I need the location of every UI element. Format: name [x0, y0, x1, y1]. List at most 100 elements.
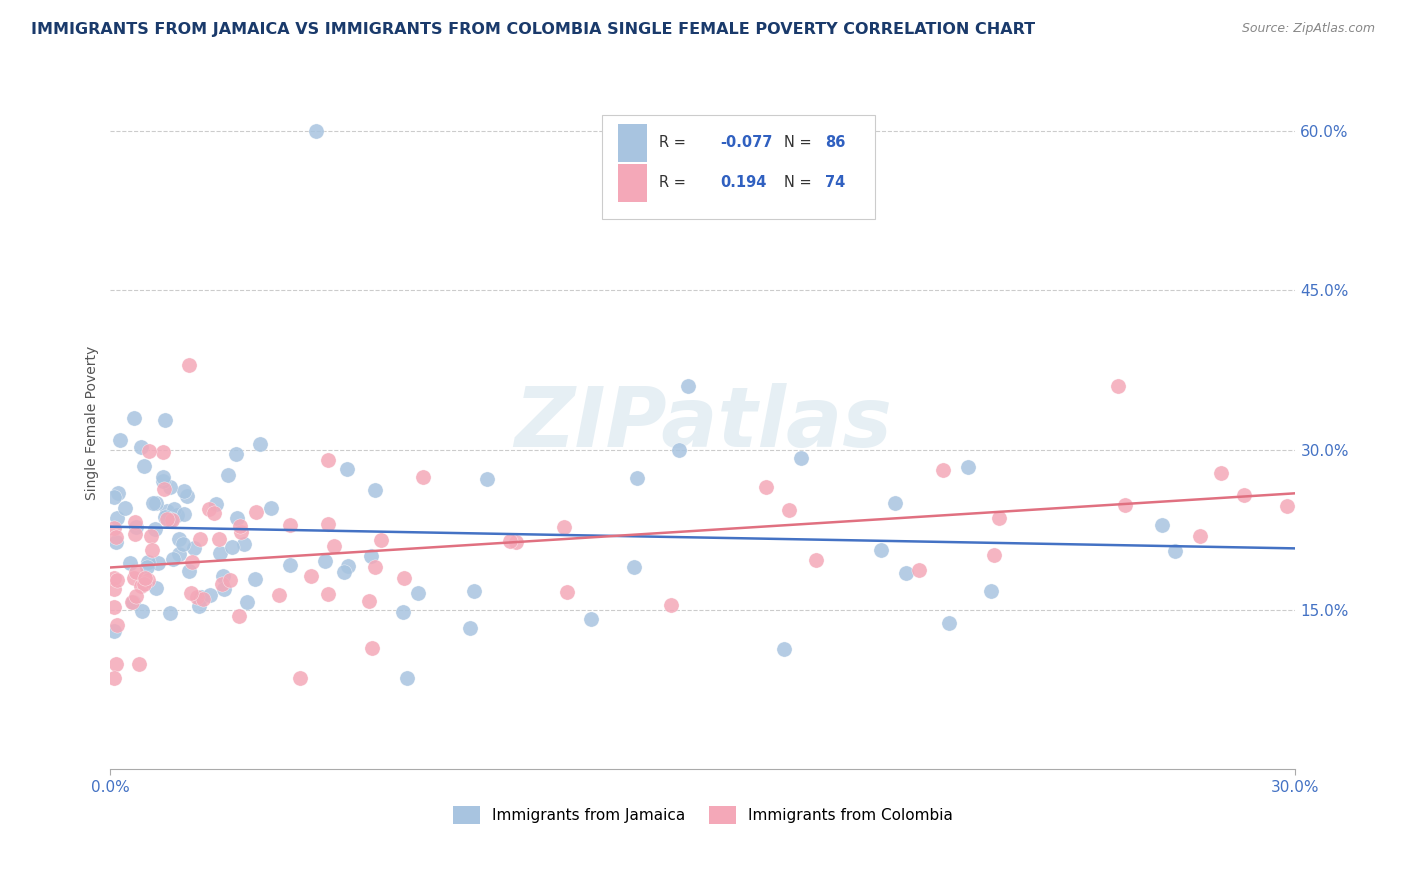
Point [176, 489, 198, 503]
Point [932, 463, 955, 477]
Point [318, 453, 340, 467]
Text: R =: R = [659, 136, 686, 151]
Point [938, 616, 960, 631]
Point [359, 593, 381, 607]
Point [198, 501, 221, 516]
Point [156, 503, 179, 517]
Point [159, 606, 181, 620]
Point [136, 574, 159, 588]
Point [155, 510, 177, 524]
Point [104, 657, 127, 671]
Point [105, 530, 128, 544]
Point [623, 560, 645, 574]
Point [217, 467, 239, 482]
Point [188, 532, 211, 546]
Point [167, 532, 190, 546]
Point [124, 527, 146, 541]
Point [299, 568, 322, 582]
Point [122, 572, 145, 586]
Point [395, 671, 418, 685]
Point [136, 555, 159, 569]
Point [870, 543, 893, 558]
Point [163, 502, 186, 516]
Point [198, 588, 221, 602]
Point [108, 434, 131, 448]
Point [278, 558, 301, 572]
Point [1114, 498, 1136, 512]
Point [104, 534, 127, 549]
Point [124, 516, 146, 530]
Point [120, 557, 142, 571]
Point [370, 533, 392, 547]
Text: Source: ZipAtlas.com: Source: ZipAtlas.com [1241, 22, 1375, 36]
Point [983, 548, 1005, 562]
Point [190, 590, 212, 604]
Point [668, 442, 690, 457]
Point [122, 411, 145, 425]
Point [458, 621, 481, 635]
Point [160, 511, 183, 525]
Point [221, 540, 243, 554]
Point [181, 554, 204, 568]
Point [128, 657, 150, 672]
Point [391, 605, 413, 619]
Point [228, 609, 250, 624]
Point [336, 461, 359, 475]
Point [173, 508, 195, 522]
Point [177, 564, 200, 578]
Point [1211, 467, 1233, 481]
Point [145, 582, 167, 596]
Point [659, 599, 682, 613]
Point [245, 506, 267, 520]
Point [212, 582, 235, 596]
Point [364, 559, 387, 574]
Point [152, 482, 174, 496]
Point [318, 587, 340, 601]
Point [131, 604, 153, 618]
Point [152, 470, 174, 484]
FancyBboxPatch shape [602, 115, 875, 219]
Point [103, 571, 125, 585]
Text: N =: N = [783, 176, 811, 191]
Text: R =: R = [659, 176, 686, 191]
Point [103, 600, 125, 615]
Point [180, 586, 202, 600]
Text: -0.077: -0.077 [721, 136, 773, 151]
Point [553, 519, 575, 533]
Point [243, 572, 266, 586]
Point [146, 556, 169, 570]
Point [278, 517, 301, 532]
Text: 0.194: 0.194 [721, 176, 768, 191]
Point [138, 443, 160, 458]
Point [103, 582, 125, 597]
Point [1107, 379, 1129, 393]
Legend: Immigrants from Jamaica, Immigrants from Colombia: Immigrants from Jamaica, Immigrants from… [453, 806, 953, 824]
Text: 74: 74 [825, 176, 845, 191]
Point [229, 525, 252, 540]
Point [125, 565, 148, 579]
Point [463, 583, 485, 598]
Point [477, 472, 499, 486]
Point [145, 496, 167, 510]
Point [226, 511, 249, 525]
Point [103, 624, 125, 638]
Point [323, 539, 346, 553]
Point [1164, 543, 1187, 558]
Point [105, 573, 128, 587]
Point [134, 571, 156, 585]
Point [166, 508, 188, 523]
Point [778, 503, 800, 517]
Point [314, 554, 336, 568]
Point [179, 358, 201, 372]
Point [249, 437, 271, 451]
Point [183, 541, 205, 555]
Text: ZIPatlas: ZIPatlas [515, 383, 891, 464]
Point [173, 537, 195, 551]
Point [225, 447, 247, 461]
Point [987, 511, 1010, 525]
Point [142, 496, 165, 510]
Point [139, 529, 162, 543]
Point [360, 640, 382, 655]
Point [208, 532, 231, 546]
Point [333, 565, 356, 579]
